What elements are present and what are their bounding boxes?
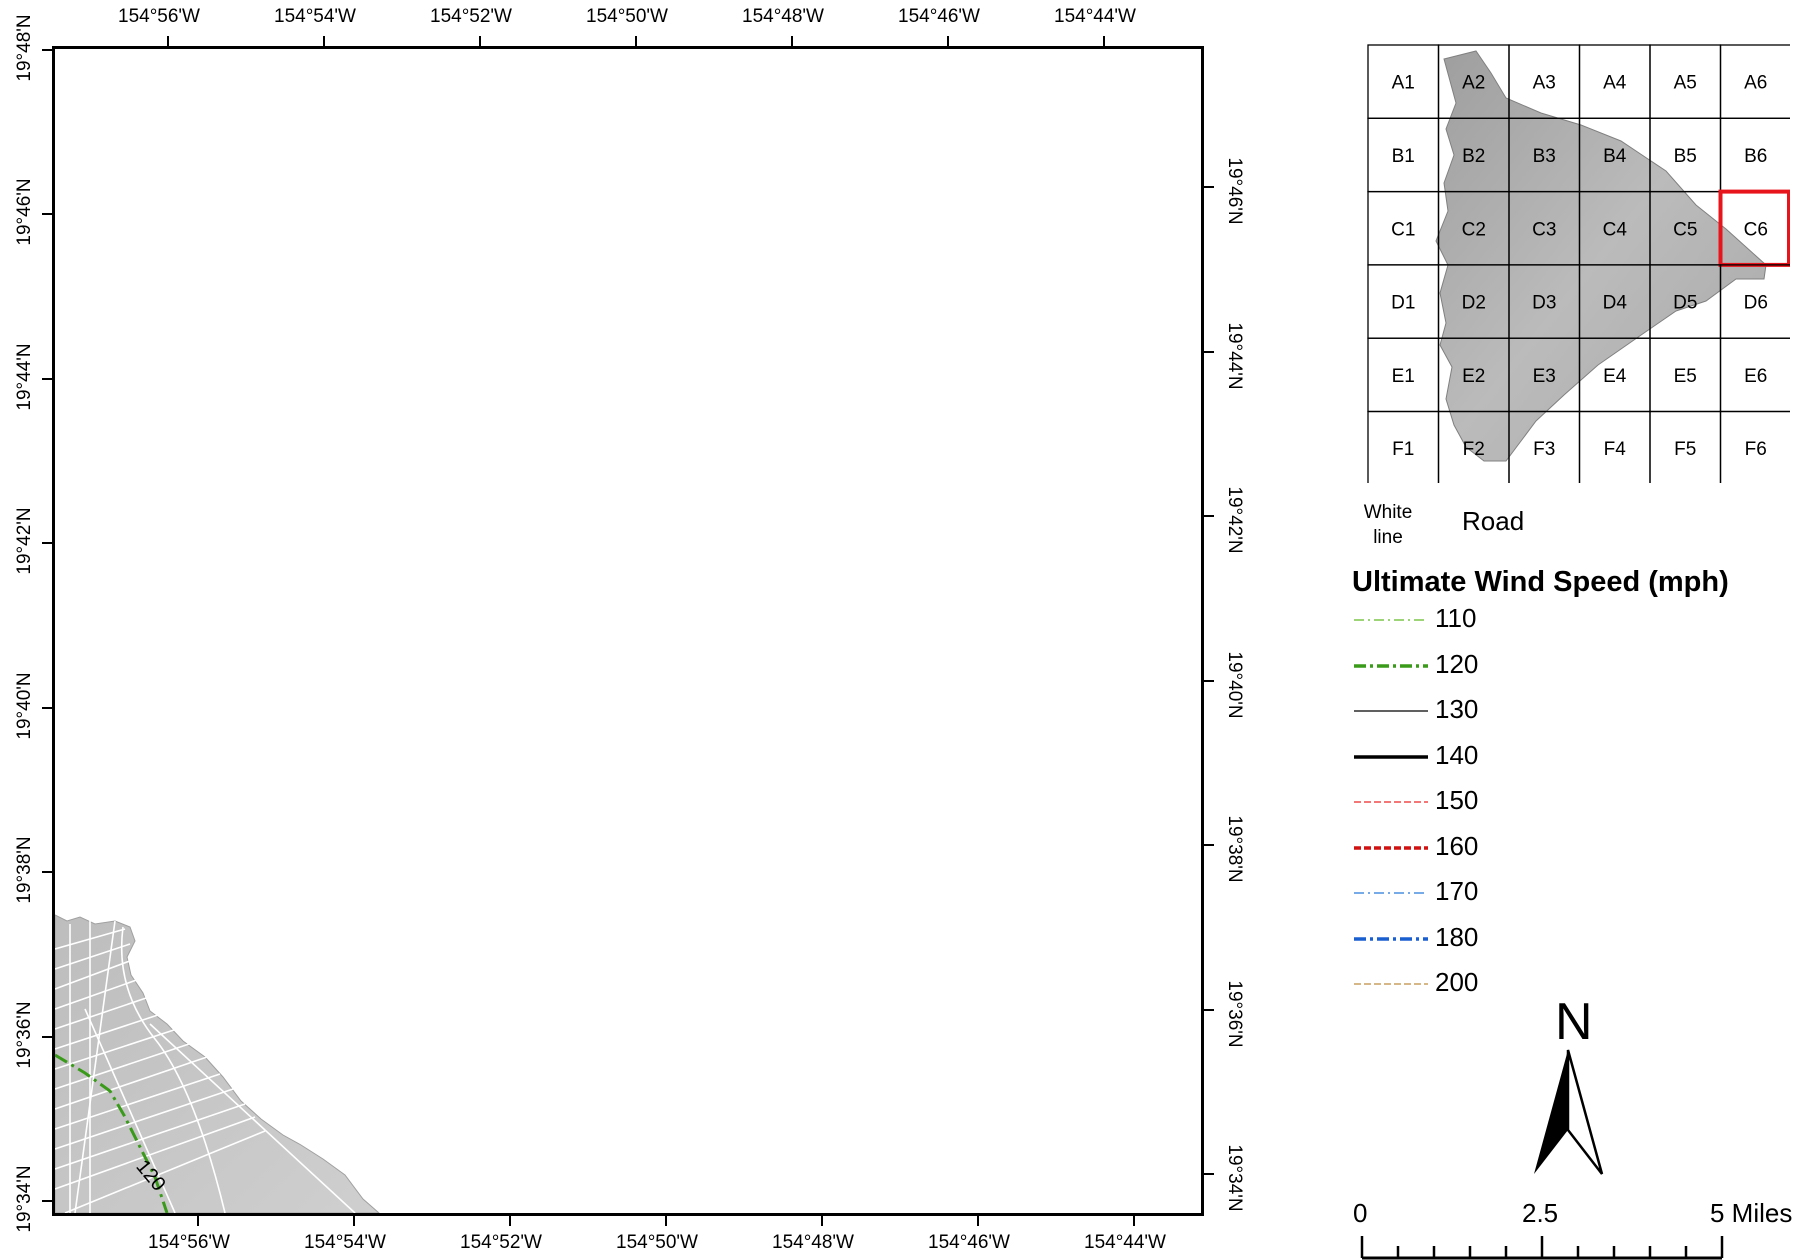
north-arrow-icon (1534, 1049, 1604, 1175)
bottom-lon-label: 154°56'W (148, 1232, 230, 1253)
road-key-label: Road (1462, 506, 1525, 536)
scale-label-end: 5 Miles (1710, 1198, 1793, 1228)
north-label: N (1555, 993, 1593, 1051)
index-cell-label: E5 (1674, 366, 1697, 387)
legend-item-label: 200 (1435, 967, 1479, 997)
index-cell-label: E1 (1392, 366, 1415, 387)
index-cell-label: B3 (1533, 146, 1556, 167)
legend-item-label: 140 (1435, 739, 1479, 770)
legend-item-label: 120 (1435, 648, 1479, 679)
index-grid: A1 A2 A3 A4 A5 A6 B1 B2 B3 B4 B5 B6 C1 C2 C3 C4 C5 C6 D1 D2… (1366, 43, 1792, 486)
index-cell-label: F6 (1745, 439, 1767, 460)
index-cell-label: D2 (1462, 293, 1486, 314)
top-lon-label: 154°50'W (586, 6, 668, 27)
legend-item: 120 (1352, 646, 1652, 686)
legend-line-swatch (1354, 619, 1428, 621)
index-cell-label: C5 (1673, 219, 1697, 240)
index-cell-label: F2 (1463, 439, 1485, 460)
legend-item-label: 180 (1435, 921, 1479, 952)
index-cell-label: F4 (1604, 439, 1627, 460)
legend-item-label: 160 (1435, 830, 1479, 861)
index-cell-label: E3 (1533, 366, 1556, 387)
index-cell-label: D6 (1744, 293, 1768, 314)
top-lon-label: 154°54'W (274, 6, 356, 27)
legend-item-label: 130 (1435, 694, 1479, 724)
index-cell-label: B6 (1744, 146, 1767, 167)
legend-line-swatch (1354, 754, 1428, 759)
legend-item: 140 (1352, 737, 1652, 777)
legend-item-label: 110 (1435, 603, 1477, 633)
index-cell-label: C3 (1532, 219, 1556, 240)
legend-line-swatch (1354, 710, 1428, 712)
index-cell-label: B1 (1392, 146, 1415, 167)
legend-line-swatch (1354, 663, 1428, 668)
legend-item: 170 (1352, 873, 1652, 913)
legend-line-swatch (1354, 845, 1428, 850)
bottom-lon-label: 154°48'W (772, 1232, 854, 1253)
index-cell-label: A4 (1603, 73, 1627, 94)
index-cell-label: C6 (1744, 219, 1768, 240)
land-area (55, 914, 380, 1213)
index-cell-label: F1 (1392, 439, 1414, 460)
bottom-lon-label: 154°46'W (928, 1232, 1010, 1253)
index-cell-label: F3 (1533, 439, 1555, 460)
island-silhouette (1435, 50, 1767, 462)
bottom-lon-label: 154°50'W (616, 1232, 698, 1253)
index-cell-label: A2 (1462, 73, 1485, 94)
wind-contour-120 (55, 1053, 169, 1213)
scale-label-zero: 0 (1353, 1198, 1368, 1228)
legend-item: 200 (1352, 964, 1652, 1004)
legend-item: 110 (1352, 600, 1652, 640)
top-lon-label: 154°56'W (118, 6, 200, 27)
index-cell-label: A5 (1674, 73, 1697, 94)
top-lon-label: 154°52'W (430, 6, 512, 27)
map-frame: 120 (52, 46, 1204, 1216)
top-lon-label: 154°46'W (898, 6, 980, 27)
road-key-swatch-label: White line (1363, 502, 1413, 548)
legend-title: Ultimate Wind Speed (mph) (1352, 566, 1729, 598)
index-cell-label: A3 (1533, 73, 1556, 94)
index-cell-label: D4 (1603, 293, 1628, 314)
index-cell-label: F5 (1674, 439, 1696, 460)
index-cell-label: D5 (1673, 293, 1697, 314)
index-cell-label: B2 (1462, 146, 1485, 167)
top-lon-label: 154°48'W (742, 6, 824, 27)
legend-line-swatch (1354, 892, 1428, 894)
scale-bar (1360, 1236, 1724, 1260)
scale-label-mid: 2.5 (1522, 1198, 1559, 1228)
legend-item-label: 170 (1435, 876, 1479, 906)
index-cell-label: E6 (1744, 366, 1767, 387)
index-cell-label: B4 (1603, 146, 1627, 167)
legend-item: 180 (1352, 919, 1652, 959)
legend-item-label: 150 (1435, 785, 1479, 815)
index-cell-label: E4 (1603, 366, 1627, 387)
legend-line-swatch (1354, 936, 1428, 941)
index-cell-label: C2 (1462, 219, 1486, 240)
road-network (55, 919, 356, 1213)
map-canvas: 120 (55, 914, 380, 1213)
legend-item: 130 (1352, 691, 1652, 731)
index-cell-label: A1 (1392, 73, 1415, 94)
index-cell-label: D1 (1391, 293, 1415, 314)
top-lon-label: 154°44'W (1054, 6, 1136, 27)
legend-line-swatch (1354, 983, 1428, 985)
legend-line-swatch (1354, 801, 1428, 803)
index-cell-label: C1 (1391, 219, 1415, 240)
index-cell-label: A6 (1744, 73, 1767, 94)
legend-item: 150 (1352, 782, 1652, 822)
bottom-lon-label: 154°54'W (304, 1232, 386, 1253)
bottom-lon-label: 154°52'W (460, 1232, 542, 1253)
index-cell-label: E2 (1462, 366, 1485, 387)
index-grid-canvas: A1 A2 A3 A4 A5 A6 B1 B2 B3 B4 B5 B6 C1 C2 C3 C4 C5 C6 D1 D2… (1367, 44, 1792, 486)
bottom-lon-label: 154°44'W (1084, 1232, 1166, 1253)
index-cell-label: C4 (1603, 219, 1628, 240)
legend-item: 160 (1352, 828, 1652, 868)
index-cell-label: B5 (1674, 146, 1697, 167)
index-cell-label: D3 (1532, 293, 1556, 314)
